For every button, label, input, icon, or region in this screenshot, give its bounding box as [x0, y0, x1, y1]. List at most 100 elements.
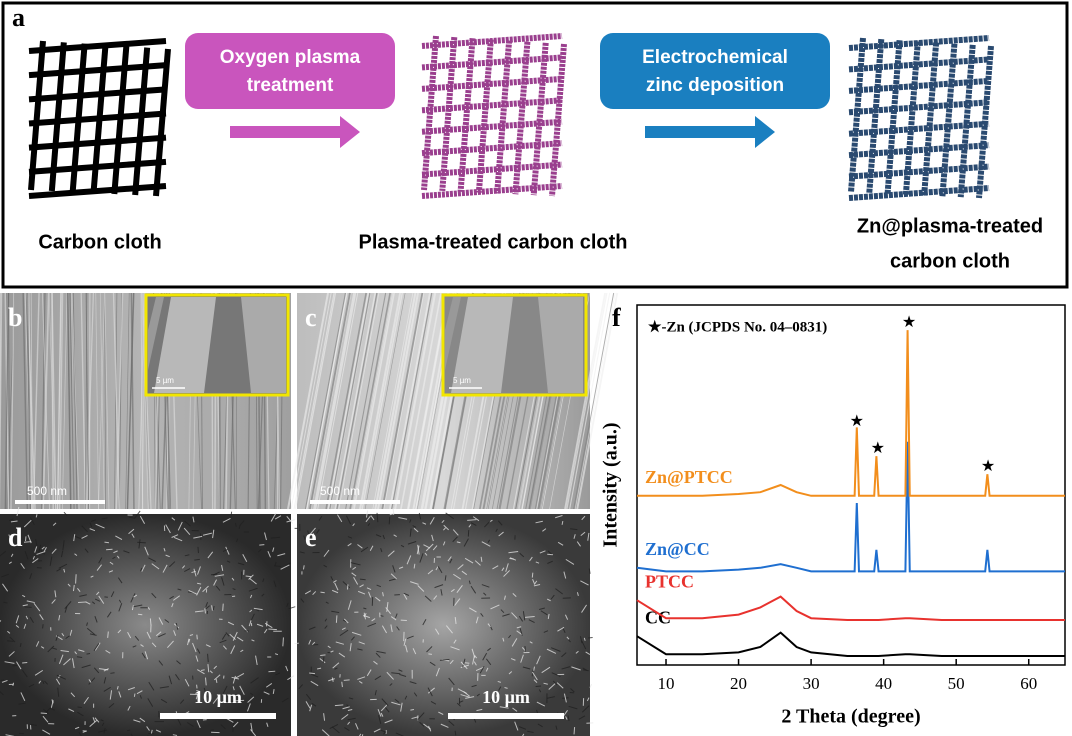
sem-flake [417, 712, 425, 721]
sem-flake [172, 734, 178, 736]
sem-flake [403, 593, 408, 600]
sem-flake [255, 608, 260, 612]
sem-flake [416, 545, 420, 555]
sem-flake [51, 548, 57, 554]
sem-flake [434, 584, 444, 589]
sem-flake [561, 666, 571, 670]
sem-flake [127, 705, 131, 711]
sem-flake [358, 641, 365, 645]
sem-flake [103, 677, 107, 684]
sem-flake [1, 573, 9, 578]
sem-flake [413, 527, 419, 533]
sem-flake [63, 511, 68, 516]
sem-flake [457, 688, 467, 694]
sem-flake [499, 706, 509, 709]
peak-marker: ★ [902, 314, 916, 331]
sem-flake [381, 625, 388, 634]
sem-flake [566, 636, 570, 640]
inset-fiber [241, 297, 286, 393]
sem-flake [384, 707, 390, 713]
sem-flake [539, 607, 545, 610]
sem-flake [239, 520, 245, 526]
sem-flake [69, 629, 73, 637]
mesh-fiber [421, 183, 563, 199]
sem-flake [172, 595, 181, 601]
sem-flake [519, 552, 525, 558]
sem-flake [86, 653, 91, 655]
sem-flake [231, 676, 239, 680]
sem-flake [386, 671, 394, 680]
sem-flake [177, 718, 182, 726]
x-tick-label: 20 [730, 674, 747, 693]
sem-flake [350, 562, 361, 566]
sem-flake [324, 618, 328, 622]
sem-flake [527, 730, 534, 733]
sem-flake [398, 669, 403, 672]
sem-flake [449, 558, 453, 564]
sem-flake [257, 548, 262, 553]
sem-flake [94, 717, 100, 723]
mesh-fiber [28, 158, 167, 175]
sem-flake [453, 639, 457, 644]
sem-streak [383, 292, 425, 510]
sem-flake [310, 680, 319, 687]
sem-flake [514, 721, 519, 731]
sem-flake [457, 564, 464, 570]
sem-flake [109, 561, 114, 565]
sem-flake [222, 517, 231, 523]
sem-flake [375, 596, 381, 602]
sem-flake [248, 620, 252, 627]
sem-streak [126, 292, 135, 510]
sem-flake [60, 650, 69, 653]
sem-streak [114, 292, 118, 510]
sem-flake [74, 651, 78, 655]
plot-frame [636, 304, 1066, 666]
sem-flake [193, 568, 197, 577]
mesh-fiber [848, 185, 990, 201]
sem-flake [136, 690, 143, 695]
sem-streak [338, 292, 380, 510]
sem-flake [320, 654, 326, 656]
sem-flake [476, 693, 480, 697]
sem-flake [116, 555, 120, 559]
sem-flake [552, 680, 558, 686]
sem-flake [232, 588, 236, 591]
sem-flake [222, 603, 224, 611]
sem-flake [133, 594, 138, 598]
sem-flake [377, 709, 382, 717]
sem-flake [43, 547, 47, 552]
mesh-fiber [549, 43, 567, 197]
sem-flake [35, 539, 38, 546]
sem-flake [380, 615, 384, 617]
sem-flake [454, 617, 457, 624]
sem-flake [103, 668, 109, 672]
sem-streak [294, 292, 337, 510]
sem-flake [205, 601, 209, 608]
sem-flake [332, 662, 340, 669]
sem-flake [62, 540, 65, 551]
sem-flake [485, 658, 492, 666]
sem-flake [117, 629, 122, 634]
sem-flake [562, 710, 568, 717]
sem-flake [358, 733, 362, 736]
sem-flake [221, 577, 225, 586]
sem-flake [320, 591, 325, 594]
sem-flake [250, 722, 253, 732]
sem-flake [300, 598, 305, 603]
sem-streak [334, 292, 376, 510]
sem-flake [221, 564, 224, 571]
sem-streak [112, 292, 121, 510]
sem-flake [536, 701, 546, 707]
sem-flake [398, 566, 404, 569]
series-line [636, 441, 1065, 573]
sem-flake [347, 717, 356, 721]
sem-streak [58, 292, 64, 510]
sem-streak [293, 292, 335, 510]
sem-flake [0, 620, 2, 623]
sem-flake [20, 562, 25, 569]
sem-flake [29, 573, 33, 580]
sem-flake [171, 603, 174, 608]
sem-flake [118, 599, 122, 603]
sem-flake [285, 562, 291, 567]
sem-flake [410, 581, 419, 585]
